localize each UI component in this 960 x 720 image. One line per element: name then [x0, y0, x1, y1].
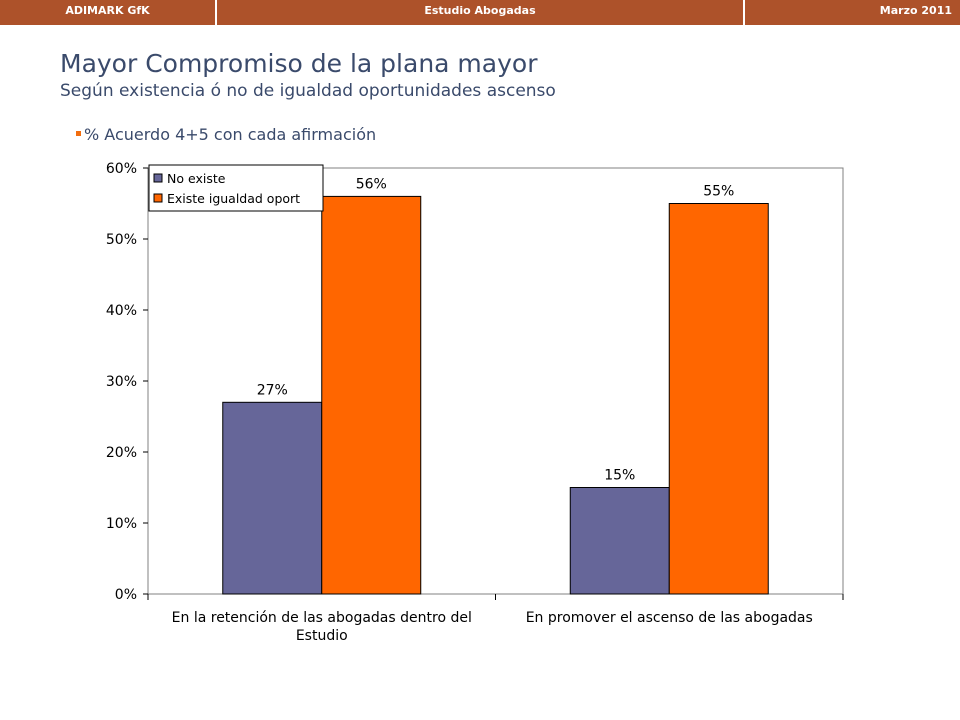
y-tick-label: 50%	[106, 232, 137, 248]
page-title: Mayor Compromiso de la plana mayor	[60, 49, 538, 78]
y-tick-label: 30%	[106, 374, 137, 390]
legend-swatch	[153, 193, 163, 203]
y-tick-label: 60%	[106, 161, 137, 177]
category-label: En promover el ascenso de las abogadas	[526, 610, 813, 626]
header-study: Estudio Abogadas	[424, 4, 536, 17]
header-bar: ADIMARK GfK Estudio Abogadas Marzo 2011	[0, 0, 960, 25]
y-tick-label: 20%	[106, 445, 137, 461]
bar	[222, 401, 323, 595]
bullet-text: % Acuerdo 4+5 con cada afirmación	[84, 125, 377, 144]
category-label: Estudio	[296, 628, 348, 644]
data-label: 55%	[703, 184, 734, 200]
category-label: En la retención de las abogadas dentro d…	[172, 610, 472, 626]
y-tick-label: 0%	[115, 587, 137, 603]
header-divider	[743, 0, 745, 25]
page-subtitle: Según existencia ó no de igualdad oportu…	[60, 81, 556, 101]
bar	[321, 195, 422, 595]
y-tick-label: 10%	[106, 516, 137, 532]
legend-label: Existe igualdad oport	[167, 191, 300, 206]
bullet-item: % Acuerdo 4+5 con cada afirmación	[76, 125, 376, 144]
y-tick-label: 40%	[106, 303, 137, 319]
legend-swatch	[153, 173, 163, 183]
bar	[668, 203, 769, 595]
header-divider	[215, 0, 217, 25]
bar	[569, 487, 670, 595]
bullet-square-icon	[76, 131, 81, 136]
data-label: 27%	[257, 382, 288, 398]
legend-label: No existe	[167, 171, 226, 186]
data-label: 56%	[356, 176, 387, 192]
legend-box	[148, 164, 324, 212]
header-company: ADIMARK GfK	[65, 4, 150, 17]
data-label: 15%	[604, 468, 635, 484]
header-date: Marzo 2011	[879, 4, 952, 17]
